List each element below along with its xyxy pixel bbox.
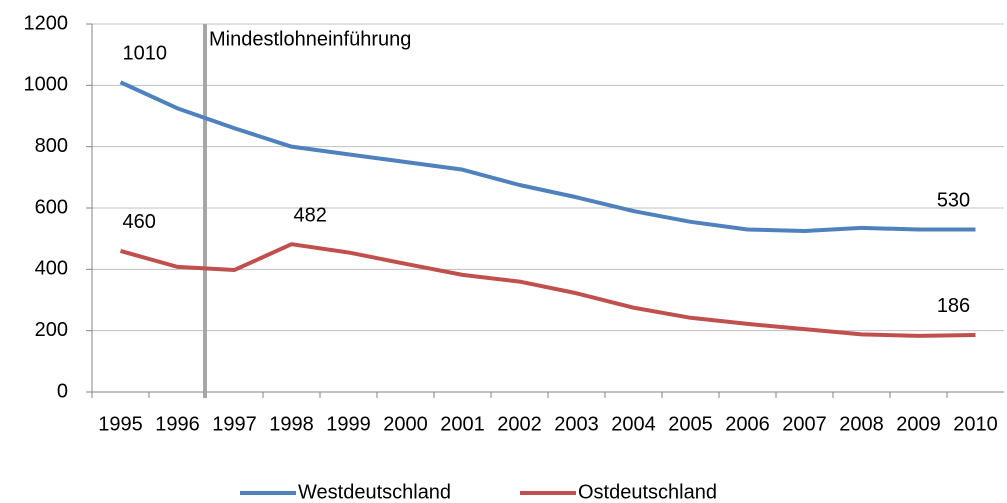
x-tick-label: 1996: [155, 413, 200, 435]
x-tick-label: 2002: [497, 413, 542, 435]
y-tick-label: 400: [35, 258, 68, 280]
series-line: [119, 80, 976, 233]
series-line: [119, 242, 976, 338]
x-tick-label: 2008: [839, 413, 884, 435]
x-tick-label: 2009: [896, 413, 941, 435]
x-tick-label: 2001: [440, 413, 485, 435]
data-label: 530: [937, 190, 970, 212]
y-tick-label: 1200: [24, 12, 69, 34]
x-tick-label: 2006: [725, 413, 770, 435]
annotation: Mindestlohneinführung: [209, 28, 411, 50]
x-tick-label: 1995: [98, 413, 143, 435]
x-tick-label: 2007: [782, 413, 827, 435]
x-tick-label: 2004: [611, 413, 656, 435]
x-tick-label: 1997: [212, 413, 257, 435]
y-tick-label: 800: [35, 135, 68, 157]
x-tick-label: 2000: [383, 413, 428, 435]
data-label: 186: [937, 295, 970, 317]
x-tick-label: 2005: [668, 413, 713, 435]
x-tick-label: 2010: [953, 413, 998, 435]
legend-label: Westdeutschland: [298, 481, 451, 503]
y-tick-label: 0: [57, 380, 68, 402]
y-tick-label: 1000: [24, 74, 69, 96]
x-tick-label: 1999: [326, 413, 371, 435]
x-tick-label: 2003: [554, 413, 599, 435]
legend-label: Ostdeutschland: [578, 481, 717, 503]
x-tick-label: 1998: [269, 413, 314, 435]
y-tick-label: 200: [35, 319, 68, 341]
data-label: 482: [294, 204, 327, 226]
data-label: 1010: [123, 43, 168, 65]
data-label: 460: [123, 211, 156, 233]
y-tick-label: 600: [35, 196, 68, 218]
